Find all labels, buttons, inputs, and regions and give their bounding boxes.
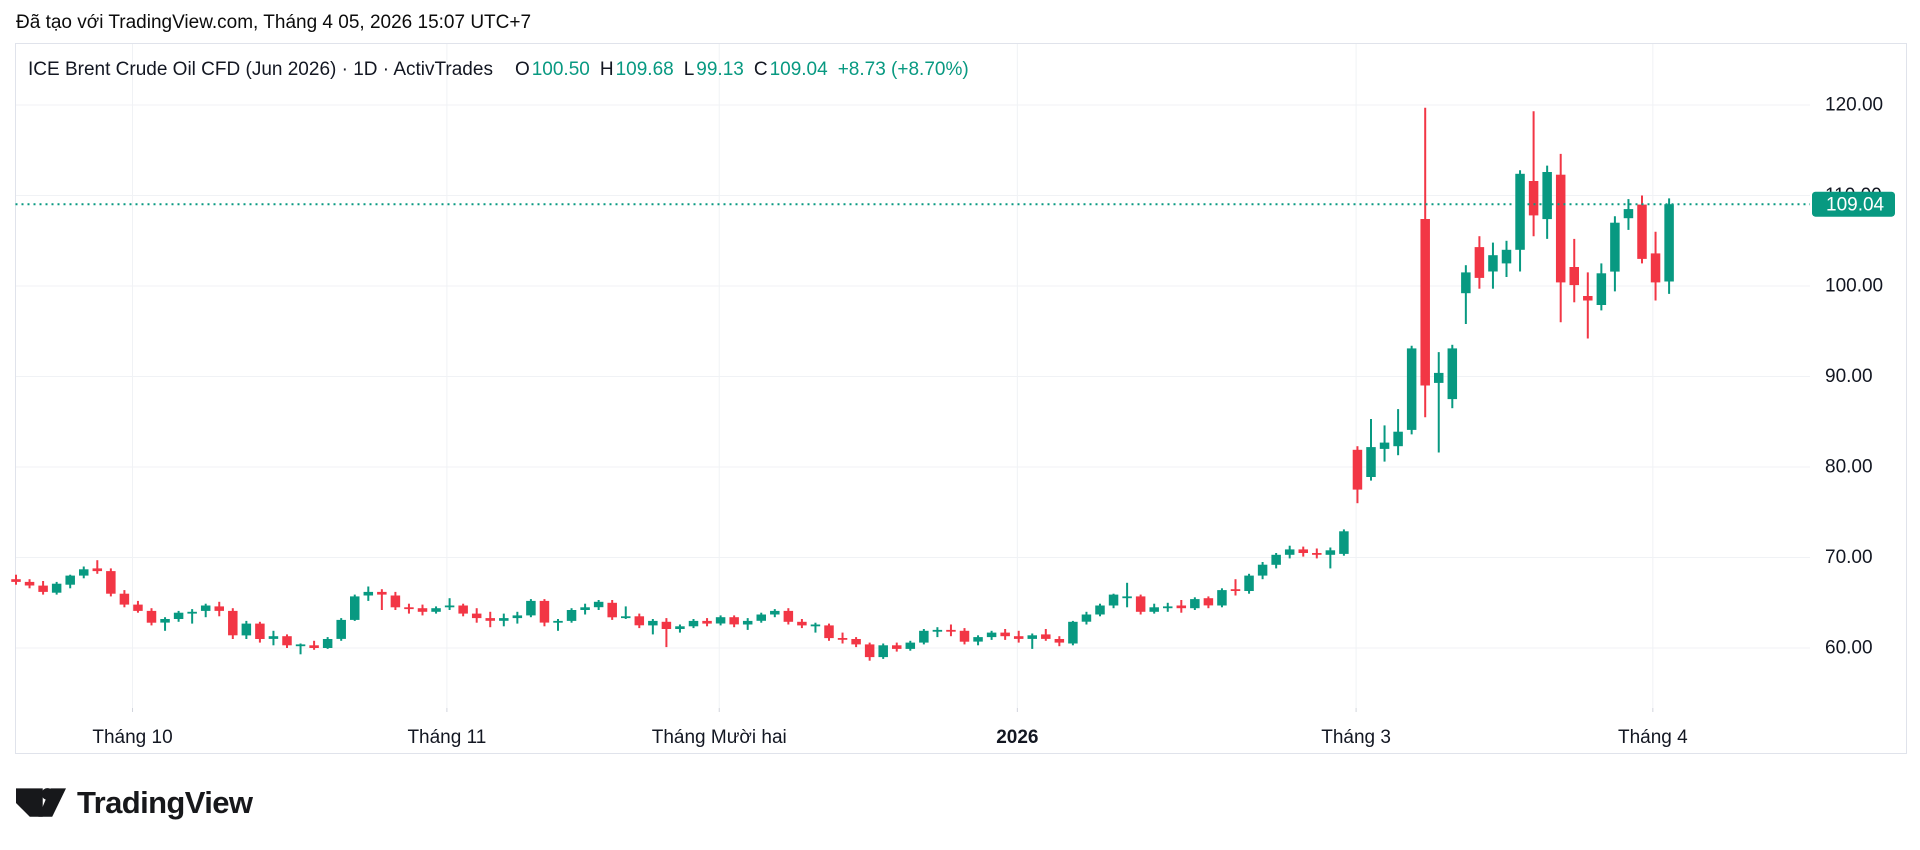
- chart-legend: ICE Brent Crude Oil CFD (Jun 2026) · 1D …: [28, 59, 969, 81]
- attribution-text: Đã tạo với TradingView.com, Tháng 4 05, …: [16, 12, 532, 33]
- svg-text:70.00: 70.00: [1825, 547, 1873, 568]
- ohlc-H: H 109.68: [599, 59, 674, 80]
- svg-text:Tháng 4: Tháng 4: [1618, 727, 1688, 748]
- svg-text:109.04: 109.04: [1826, 195, 1885, 216]
- change-value: +8.73 (+8.70%): [837, 59, 969, 80]
- ohlc-values: O 100.50 H 109.68 L 99.13 C 109.04: [505, 59, 828, 80]
- svg-text:2026: 2026: [996, 727, 1038, 748]
- svg-text:Tháng Mười hai: Tháng Mười hai: [652, 727, 787, 748]
- tradingview-logo-icon: [16, 788, 66, 817]
- tradingview-logo: TradingView: [16, 785, 253, 820]
- ohlc-O: O 100.50: [514, 59, 590, 80]
- svg-text:Tháng 11: Tháng 11: [407, 727, 486, 748]
- ohlc-C: C 109.04: [753, 59, 828, 80]
- ohlc-L: L 99.13: [683, 59, 744, 80]
- tradingview-wordmark: TradingView: [77, 785, 253, 820]
- symbol-title: ICE Brent Crude Oil CFD (Jun 2026) · 1D …: [28, 59, 493, 80]
- svg-text:120.00: 120.00: [1825, 95, 1883, 116]
- svg-text:100.00: 100.00: [1825, 276, 1883, 297]
- svg-text:60.00: 60.00: [1825, 638, 1873, 659]
- svg-text:80.00: 80.00: [1825, 457, 1873, 478]
- svg-text:Tháng 3: Tháng 3: [1321, 727, 1391, 748]
- svg-text:90.00: 90.00: [1825, 366, 1873, 387]
- svg-text:Tháng 10: Tháng 10: [92, 727, 172, 748]
